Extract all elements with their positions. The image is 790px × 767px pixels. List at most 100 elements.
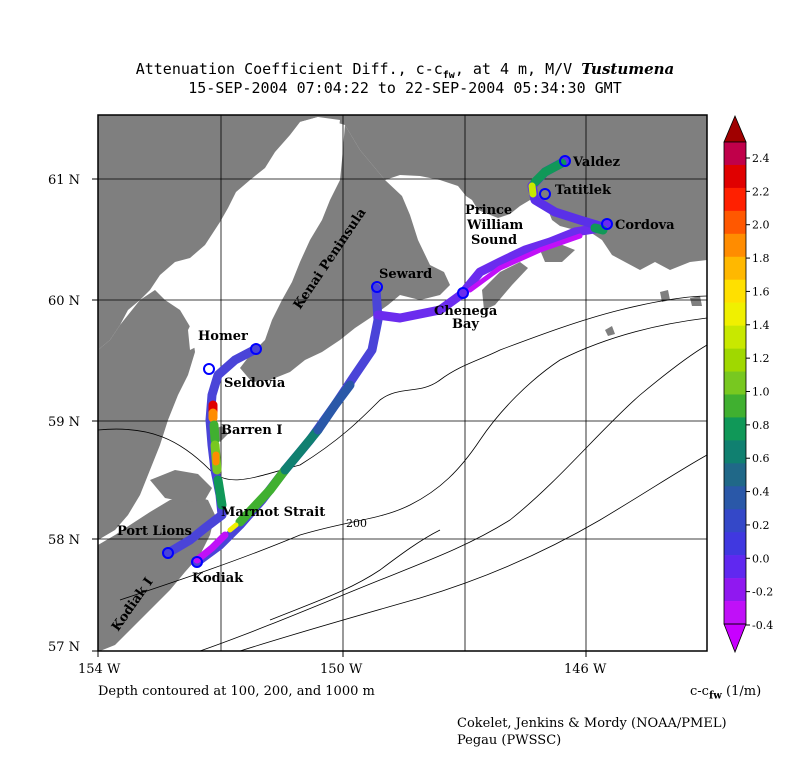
map-frame	[97, 114, 708, 652]
title-prefix: Attenuation Coefficient Diff., c-c	[135, 60, 443, 78]
colorbar-swatch	[724, 509, 746, 533]
land	[98, 115, 707, 651]
label-contour-200: 200	[346, 517, 367, 530]
afognak-land	[150, 470, 212, 502]
colorbar-tick-label: 2.0	[752, 219, 770, 232]
station-chenega	[457, 287, 469, 299]
colorbar-tick-label: 0.6	[752, 452, 770, 465]
label-pws-3: Sound	[471, 233, 517, 248]
lat-label-57: 57 N	[48, 640, 80, 655]
colorbar-tick-label: 1.6	[752, 285, 770, 298]
colorbar-swatch	[724, 142, 746, 166]
colorbar-swatch	[724, 463, 746, 487]
lon-label-154: 154 W	[78, 662, 121, 677]
colorbar-swatch	[724, 256, 746, 281]
label-cordova: Cordova	[615, 218, 675, 233]
colorbar-bottom-arrow	[723, 623, 747, 654]
colorbar-tick-label: 1.8	[752, 252, 770, 265]
track-cordova-green	[590, 223, 608, 235]
colorbar-tick-label: 2.4	[752, 152, 770, 165]
kenai-peninsula-land	[240, 125, 450, 382]
title-subscript: fw	[442, 70, 455, 81]
colorbar-swatch	[724, 394, 746, 418]
colorbar-swatch	[724, 210, 746, 235]
label-barren: Barren I	[221, 423, 282, 438]
station-valdez	[559, 155, 571, 167]
lon-label-146: 146 W	[564, 662, 607, 677]
colorbar-swatch	[724, 440, 746, 464]
stations	[162, 155, 613, 568]
label-port-lions: Port Lions	[117, 524, 192, 539]
colorbar-tick-label: 0.2	[752, 519, 770, 532]
colorbar-swatch	[724, 555, 746, 579]
label-seward: Seward	[379, 267, 432, 282]
grid	[98, 115, 707, 651]
lon-label-150: 150 W	[320, 662, 363, 677]
colorbar-top-arrow	[723, 114, 747, 143]
island-2	[690, 296, 702, 306]
lat-label-60: 60 N	[48, 294, 80, 309]
lat-label-59: 59 N	[48, 415, 80, 430]
track-segment-teal	[280, 425, 323, 475]
station-tatitlek	[539, 188, 551, 200]
colorbar-tick-label: 1.0	[752, 386, 770, 399]
contour-100	[97, 295, 708, 481]
contour-200	[119, 317, 708, 601]
station-seward	[371, 281, 383, 293]
label-tatitlek: Tatitlek	[555, 183, 612, 198]
ship-track	[163, 156, 612, 567]
label-chenega-1: Chenega	[434, 304, 498, 319]
colorbar: 2.4 2.2 2.0 1.8 1.6 1.4 1.2 1.0 0.8 0.6 0.4 0.2 0.0 -…	[723, 114, 773, 654]
label-pws-1: Prince	[465, 203, 512, 218]
contour-shelf	[269, 529, 441, 621]
colorbar-swatch	[724, 302, 746, 326]
colorbar-tick-label: -0.4	[752, 619, 773, 632]
axis-labels: 61 N 60 N 59 N 58 N 57 N 154 W 150 W 146…	[48, 173, 607, 677]
track-seward-chenega	[373, 289, 467, 323]
label-pws-2: William	[466, 218, 524, 233]
plot-date-range: 15-SEP-2004 07:04:22 to 22-SEP-2004 05:3…	[188, 79, 622, 97]
station-homer	[250, 343, 262, 355]
station-seldovia	[203, 363, 215, 375]
contour-extra	[239, 454, 708, 652]
unit-subscript: fw	[708, 690, 722, 702]
track-chenega-cordova-2	[467, 233, 583, 293]
colorbar-tick-label: 1.2	[752, 352, 770, 365]
depth-note: Depth contoured at 100, 200, and 1000 m	[98, 684, 375, 699]
cook-inlet-water	[188, 117, 340, 350]
unit-suffix: (1/m)	[721, 684, 762, 699]
track-segment-pink	[193, 531, 229, 564]
contour-1000	[199, 344, 708, 652]
track-segment-green3	[235, 465, 290, 527]
colorbar-swatch	[724, 532, 746, 556]
colorbar-swatch	[724, 371, 746, 395]
colorbar-swatch	[724, 417, 746, 441]
lat-label-58: 58 N	[48, 533, 80, 548]
title-vessel: Tustumena	[581, 60, 675, 78]
axis-ticks	[92, 178, 587, 657]
track-segment-green2	[213, 475, 227, 510]
colorbar-frame	[723, 141, 747, 625]
montague-island-land	[482, 262, 528, 310]
station-portlions	[162, 547, 174, 559]
track-segment-green1	[209, 420, 220, 445]
credit-line-1: Cokelet, Jenkins & Mordy (NOAA/PMEL)	[457, 716, 727, 731]
colorbar-swatch	[724, 164, 746, 189]
depth-contours	[97, 295, 708, 652]
label-homer: Homer	[198, 329, 248, 344]
label-seldovia: Seldovia	[224, 376, 286, 391]
island-1	[660, 290, 670, 302]
colorbar-swatch	[724, 578, 746, 602]
track-segment-yellow	[227, 522, 239, 533]
plot-title: Attenuation Coefficient Diff., c-cfw, at…	[0, 60, 790, 81]
alaska-peninsula	[98, 290, 195, 540]
unit-label: c-cfw (1/m)	[690, 684, 761, 702]
label-chenega-2: Bay	[452, 317, 479, 332]
title-mid: , at 4 m, M/V	[454, 60, 582, 78]
credit-line-2: Pegau (PWSSC)	[457, 733, 562, 748]
colorbar-swatch	[724, 279, 746, 303]
colorbar-tick-label: 0.4	[752, 486, 770, 499]
colorbar-tick-label: 2.2	[752, 185, 770, 198]
track-segment-blue	[313, 380, 355, 435]
